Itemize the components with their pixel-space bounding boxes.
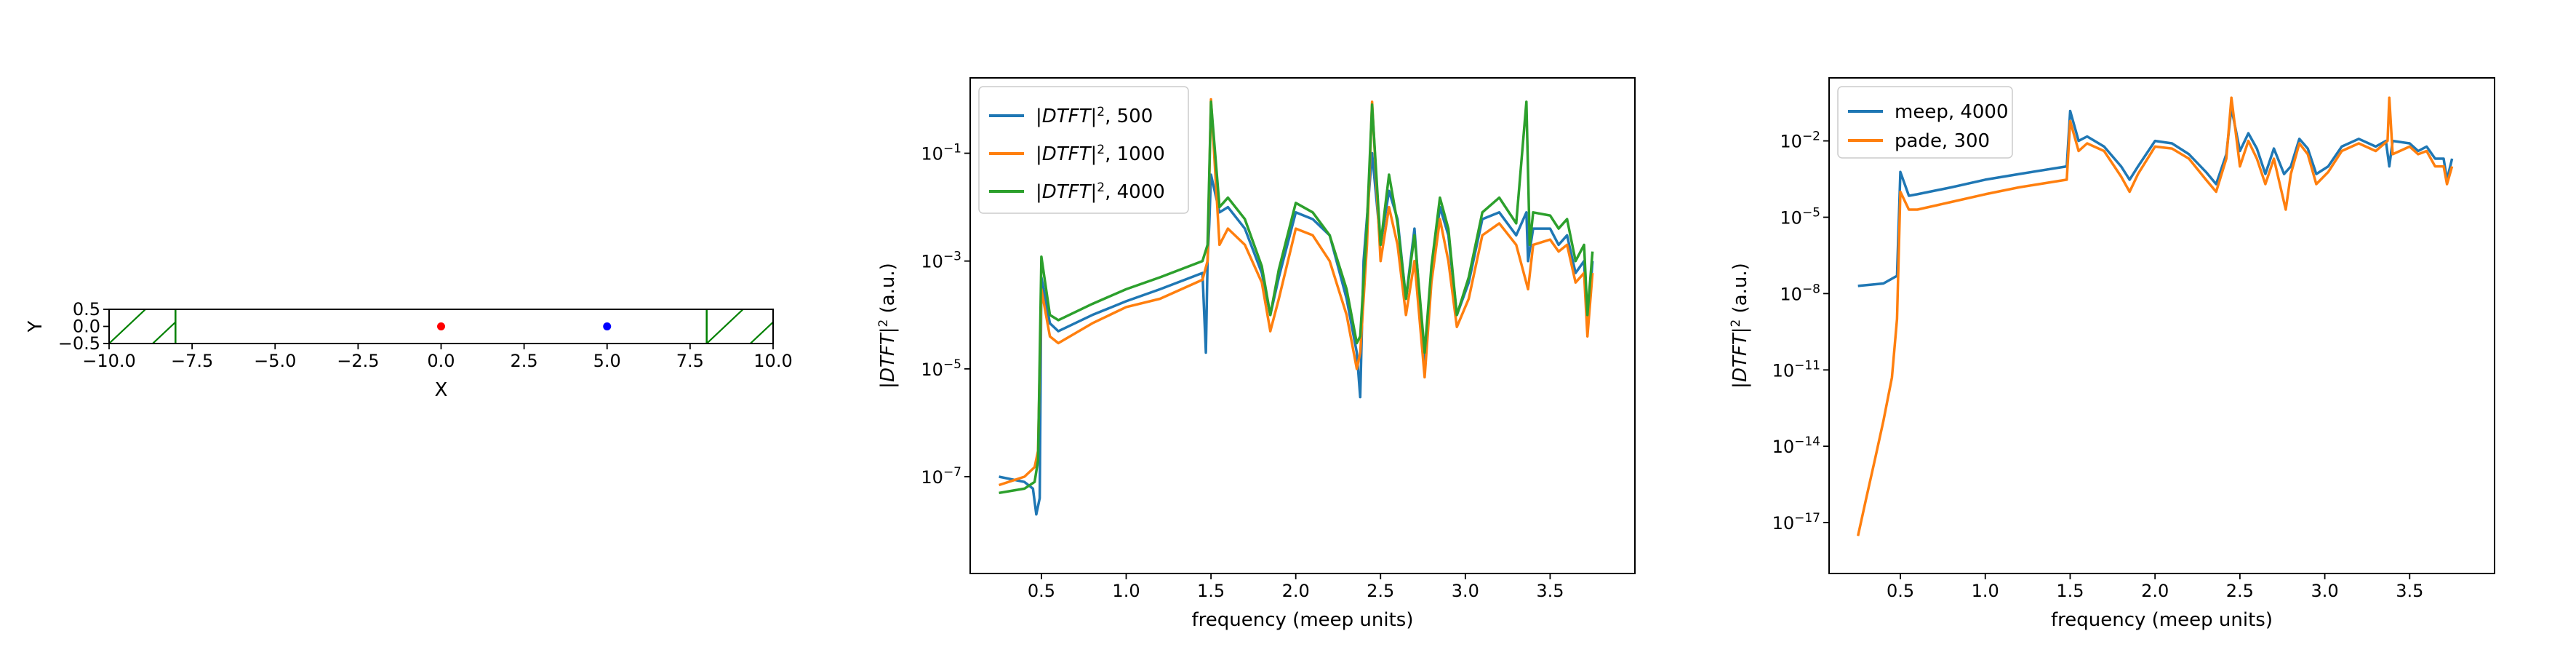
legend: |DTFT|2, 500 |DTFT|2, 1000 |DTFT|2, 4000 bbox=[978, 86, 1189, 214]
y-tick-label: 0.0 bbox=[73, 317, 100, 337]
geometry-plot: −10.0 −7.5 −5.0 −2.5 0.0 2.5 5.0 7.5 10.00.50.0−… bbox=[25, 299, 831, 401]
x-tick-label: 10.0 bbox=[753, 351, 792, 371]
x-tick-label: −7.5 bbox=[171, 351, 213, 371]
spectrum-plot-2: 0.5 1.0 1.5 2.0 2.5 3.0 3.5 10−17 10−14 10−11 10−8… bbox=[1729, 77, 2495, 631]
x-tick-label: 7.5 bbox=[676, 351, 704, 371]
legend-label: meep, 4000 bbox=[1895, 101, 2009, 123]
y-axis-label: |DTFT|2 (a.u.) bbox=[1729, 263, 1751, 389]
legend-frame bbox=[978, 86, 1189, 214]
plot-frame bbox=[969, 77, 1636, 574]
legend-label: |DTFT|2, 4000 bbox=[1036, 180, 1165, 203]
pml-hatch-line bbox=[705, 309, 744, 344]
x-tick-label: 1.5 bbox=[2056, 581, 2084, 601]
y-tick-label: 10−2 bbox=[1780, 130, 1820, 152]
y-axis-label: Y bbox=[25, 320, 47, 333]
series-group bbox=[1856, 96, 2454, 536]
pml-hatch-line bbox=[794, 309, 831, 344]
x-tick-label: 2.5 bbox=[511, 351, 538, 371]
x-tick-label: 2.0 bbox=[2141, 581, 2169, 601]
x-axis-label: frequency (meep units) bbox=[1192, 609, 1414, 631]
y-tick-label: 10−3 bbox=[921, 250, 961, 272]
legend-label: |DTFT|2, 500 bbox=[1036, 105, 1153, 127]
y-tick-label: 0.5 bbox=[73, 299, 100, 319]
x-tick-label: 2.5 bbox=[1367, 581, 1394, 601]
x-tick-label: 3.0 bbox=[2311, 581, 2338, 601]
x-tick-label: 1.5 bbox=[1197, 581, 1225, 601]
pml-hatch-line bbox=[749, 321, 773, 344]
x-tick-label: 1.0 bbox=[1112, 581, 1140, 601]
y-tick-label: 10−7 bbox=[921, 465, 961, 488]
series-line-1 bbox=[999, 151, 1594, 516]
x-tick-label: −2.5 bbox=[337, 351, 379, 371]
y-tick-label: 10−5 bbox=[1780, 206, 1820, 229]
x-tick-label: 2.5 bbox=[2226, 581, 2254, 601]
x-tick-label: 3.0 bbox=[1452, 581, 1479, 601]
x-tick-label: 0.5 bbox=[1028, 581, 1055, 601]
source-point bbox=[437, 322, 445, 330]
y-tick-label: 10−14 bbox=[1772, 434, 1820, 457]
legend: meep, 4000 pade, 300 bbox=[1837, 86, 2013, 159]
x-tick-label: −10.0 bbox=[82, 351, 136, 371]
x-tick-label: 0.0 bbox=[427, 351, 455, 371]
x-tick-label: 3.5 bbox=[1536, 581, 1564, 601]
x-tick-label: 2.0 bbox=[1282, 581, 1310, 601]
spectrum-plot-1: 0.5 1.0 1.5 2.0 2.5 3.0 3.5 10−7 10−5 10−3 10−1 fre… bbox=[876, 77, 1636, 631]
y-tick-label: 10−1 bbox=[921, 142, 961, 164]
monitor-point bbox=[603, 322, 612, 330]
legend-label: |DTFT|2, 1000 bbox=[1036, 143, 1165, 165]
x-tick-label: −5.0 bbox=[254, 351, 296, 371]
x-tick-label: 0.5 bbox=[1887, 581, 1914, 601]
y-tick-label: 10−5 bbox=[921, 357, 961, 380]
y-axis-label: |DTFT|2 (a.u.) bbox=[876, 263, 899, 389]
y-tick-label: 10−17 bbox=[1772, 511, 1820, 533]
y-tick-label: −0.5 bbox=[58, 333, 100, 354]
series-line-3 bbox=[999, 100, 1594, 495]
y-tick-label: 10−8 bbox=[1780, 282, 1820, 304]
pml-hatch-line bbox=[109, 309, 146, 344]
x-tick-label: 1.0 bbox=[1972, 581, 1999, 601]
y-tick-label: 10−11 bbox=[1772, 358, 1820, 381]
series-line-2 bbox=[1856, 96, 2454, 536]
x-axis-label: frequency (meep units) bbox=[2051, 609, 2273, 631]
plot-frame bbox=[1828, 77, 2495, 574]
x-tick-label: 5.0 bbox=[593, 351, 621, 371]
x-axis-label: X bbox=[435, 379, 448, 401]
legend-label: pade, 300 bbox=[1895, 130, 1990, 152]
x-tick-label: 3.5 bbox=[2396, 581, 2423, 601]
series-group bbox=[999, 98, 1594, 516]
